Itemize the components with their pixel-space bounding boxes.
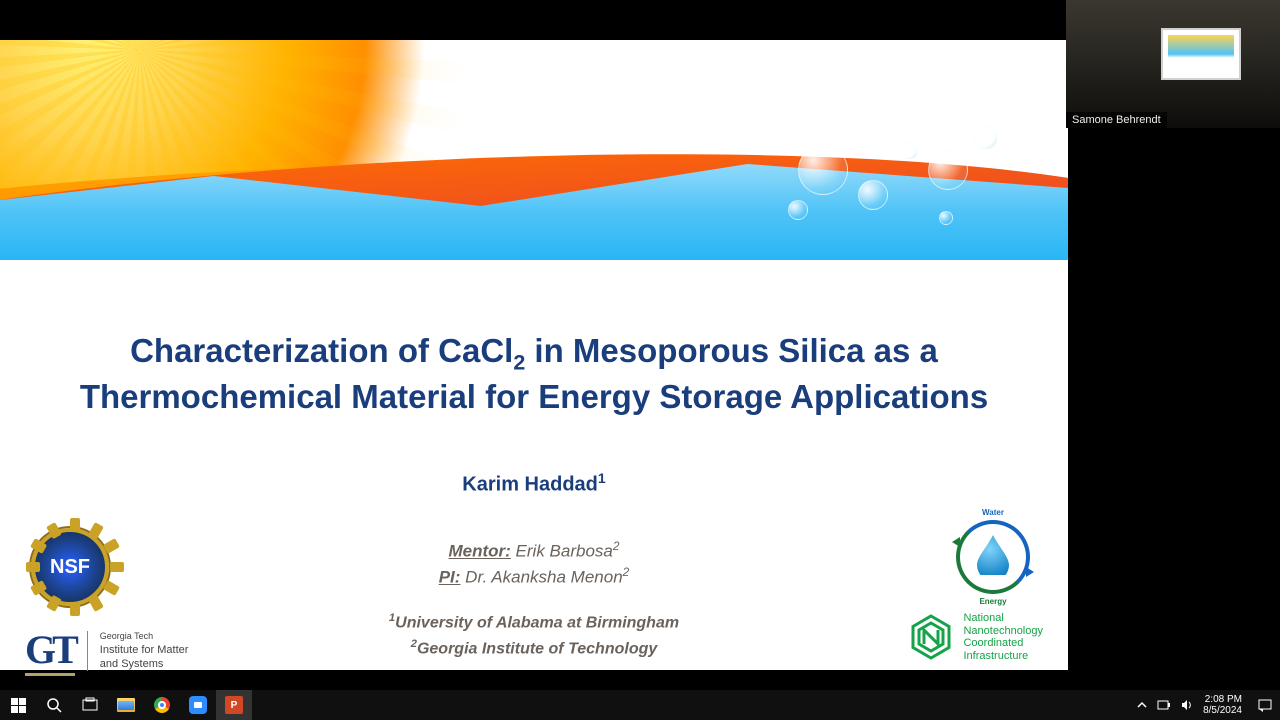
notifications-icon[interactable] <box>1258 698 1272 712</box>
nnci-l1: National <box>963 612 1043 625</box>
nnci-l2: Nanotechnology <box>963 625 1043 638</box>
task-view-icon <box>82 697 98 713</box>
slide-title: Characterization of CaCl2 in Mesoporous … <box>40 330 1028 418</box>
nnci-hex-icon <box>907 613 955 661</box>
we-label-water: Water <box>948 508 1038 517</box>
gt-line2a: Institute for Matter <box>100 643 189 657</box>
search-button[interactable] <box>36 690 72 720</box>
presentation-slide: Characterization of CaCl2 in Mesoporous … <box>0 40 1068 670</box>
gt-mark: GT <box>25 626 75 676</box>
author-name: Karim Haddad <box>462 474 598 496</box>
powerpoint-icon: P <box>225 696 243 714</box>
windows-taskbar[interactable]: P 2:08 PM 8/5/2024 <box>0 690 1280 720</box>
nnci-logo: National Nanotechnology Coordinated Infr… <box>907 612 1043 663</box>
taskbar-clock[interactable]: 2:08 PM 8/5/2024 <box>1203 694 1248 716</box>
title-text-1b: in Mesoporous Silica as a <box>525 332 938 369</box>
pi-sup: 2 <box>623 565 630 579</box>
title-text-1: Characterization of CaCl <box>130 332 513 369</box>
nnci-l3: Coordinated <box>963 637 1043 650</box>
advisors-block: Mentor: Erik Barbosa2 PI: Dr. Akanksha M… <box>0 538 1068 590</box>
mentor-name: Erik Barbosa <box>511 542 613 561</box>
pi-name: Dr. Akanksha Menon <box>460 568 622 587</box>
zoom-button[interactable] <box>180 690 216 720</box>
pi-label: PI: <box>439 568 461 587</box>
search-icon <box>46 697 62 713</box>
start-button[interactable] <box>0 690 36 720</box>
mentor-label: Mentor: <box>449 542 511 561</box>
file-explorer-icon <box>117 698 135 712</box>
volume-icon[interactable] <box>1181 699 1193 711</box>
clock-date: 8/5/2024 <box>1203 705 1242 716</box>
participant-video-tile[interactable]: Samone Behrendt <box>1066 0 1280 128</box>
affil1: University of Alabama at Birmingham <box>395 614 679 631</box>
author-line: Karim Haddad1 <box>0 470 1068 497</box>
task-view-button[interactable] <box>72 690 108 720</box>
zoom-icon <box>189 696 207 714</box>
participant-name-label: Samone Behrendt <box>1066 112 1167 128</box>
chrome-button[interactable] <box>144 690 180 720</box>
tray-chevron-up-icon[interactable] <box>1137 700 1147 710</box>
file-explorer-button[interactable] <box>108 690 144 720</box>
windows-icon <box>11 698 26 713</box>
slide-banner-graphic <box>0 40 1068 260</box>
webcam-feed <box>1066 0 1280 128</box>
system-tray[interactable]: 2:08 PM 8/5/2024 <box>1129 694 1280 716</box>
mentor-sup: 2 <box>613 539 620 553</box>
clock-time: 2:08 PM <box>1203 694 1242 705</box>
title-subscript: 2 <box>513 351 525 375</box>
powerpoint-button[interactable]: P <box>216 690 252 720</box>
title-text-2: Thermochemical Material for Energy Stora… <box>80 378 988 415</box>
we-label-energy: Energy <box>948 597 1038 606</box>
gt-line1: Georgia Tech <box>100 631 189 643</box>
nnci-l4: Infrastructure <box>963 650 1043 663</box>
battery-icon[interactable] <box>1157 699 1171 711</box>
nsf-logo: NSF <box>25 522 115 612</box>
desktop-viewport: Characterization of CaCl2 in Mesoporous … <box>0 0 1280 720</box>
affil2: Georgia Institute of Technology <box>417 640 657 657</box>
water-energy-logo: Water Energy <box>948 512 1038 602</box>
author-sup: 1 <box>598 470 606 486</box>
chrome-icon <box>154 697 170 713</box>
gt-line2b: and Systems <box>100 657 189 671</box>
georgia-tech-logo: GT Georgia Tech Institute for Matter and… <box>25 626 188 676</box>
